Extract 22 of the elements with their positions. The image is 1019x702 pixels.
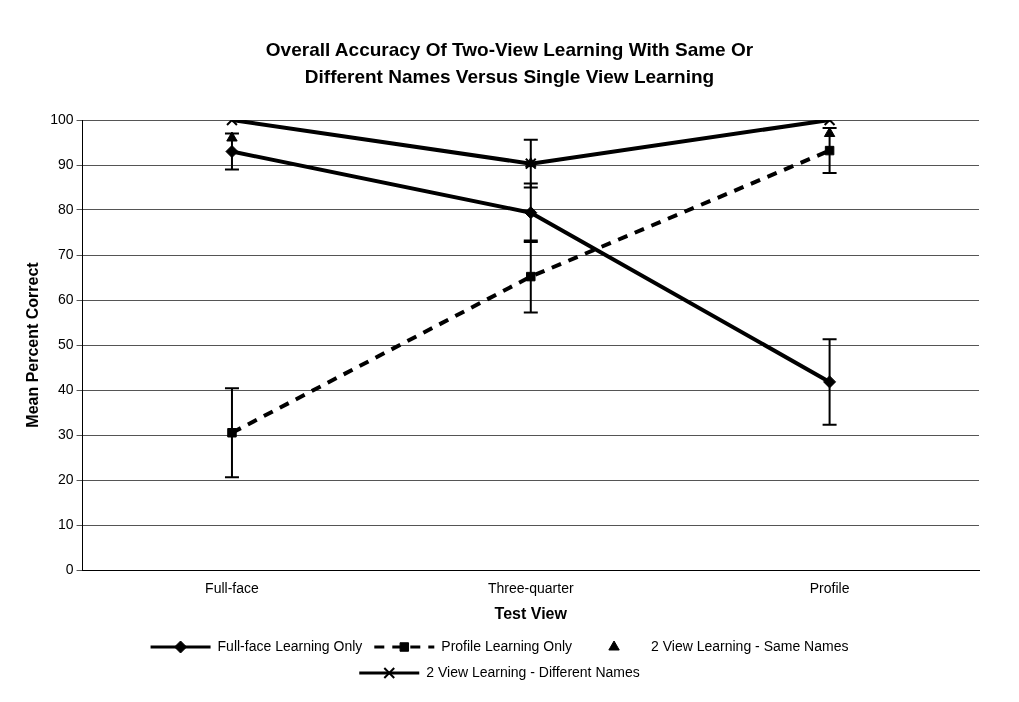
y-tick-label: 80: [57, 200, 74, 217]
x-tick-label: Profile: [809, 580, 850, 597]
point: [227, 428, 237, 438]
x-tick-label: Full-face: [205, 580, 260, 597]
y-tick-label: 50: [57, 335, 74, 352]
x-axis-title: Test View: [494, 604, 568, 622]
chart-title: Overall Accuracy Of Two-View Learning With Same Or Different Names Versus Single View Learning: [264, 38, 755, 89]
y-tick-label: 10: [57, 515, 74, 532]
y-tick-label: 70: [57, 245, 74, 262]
y-tick-label: 30: [57, 425, 74, 442]
y-tick-label: 60: [57, 290, 74, 307]
y-tick-label: 100: [50, 110, 74, 127]
legend-label: Profile Learning Only: [441, 637, 573, 654]
x-tick-label: Three-quarter: [487, 580, 574, 597]
y-tick-label: 90: [57, 155, 74, 172]
y-tick-label: 20: [57, 470, 74, 487]
legend-label: Full-face Learning Only: [217, 637, 363, 654]
y-tick-label: 0: [65, 560, 74, 577]
y-axis-title: Mean Percent Correct: [24, 261, 42, 428]
legend-label: 2 View Learning - Different Names: [426, 663, 640, 680]
y-tick-label: 40: [57, 380, 74, 397]
legend-label: 2 View Learning - Same Names: [651, 637, 849, 654]
